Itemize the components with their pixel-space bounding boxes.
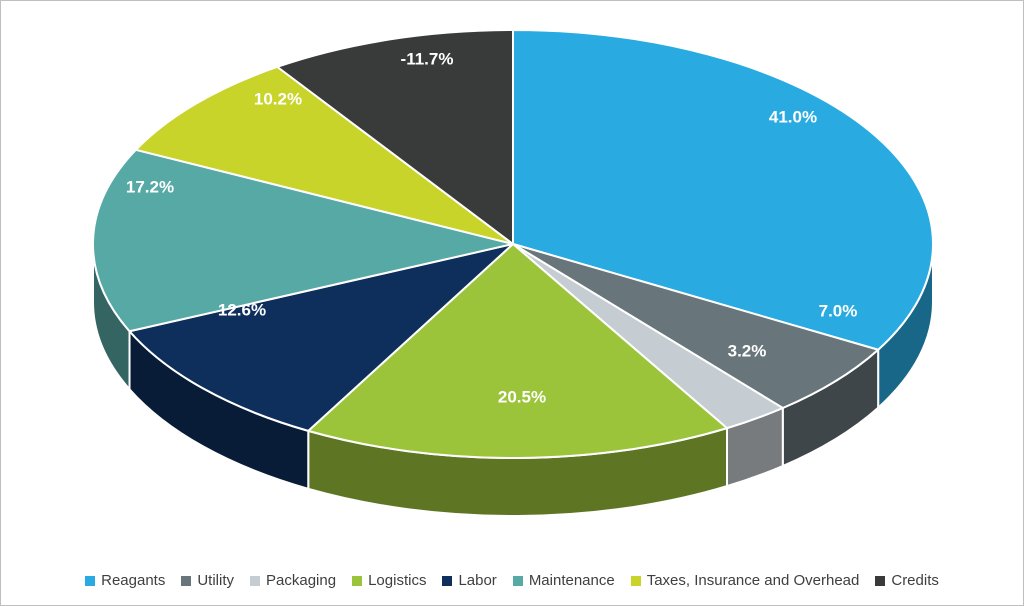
pie-slice-maintenance[interactable]: [92, 148, 514, 333]
legend-marker: [442, 575, 453, 586]
legend-label: Reagants: [101, 572, 166, 589]
slice-data-label: 12.6%: [218, 300, 266, 319]
pie-slice-logistics[interactable]: [307, 243, 728, 459]
legend-label: Labor: [458, 572, 497, 589]
legend-item-utility[interactable]: Utility: [181, 572, 234, 589]
pie-slice-credits[interactable]: [276, 29, 514, 245]
chart-legend: Reagants Utility Packaging Logistics Labor Ma…: [1, 572, 1023, 589]
slice-data-label: 3.2%: [728, 341, 767, 360]
legend-marker: [352, 575, 363, 586]
slice-data-label: 17.2%: [126, 177, 174, 196]
legend-label: Utility: [197, 572, 235, 589]
legend-label: Credits: [891, 572, 939, 589]
legend-item-reagants[interactable]: Reagants: [85, 572, 165, 589]
legend-item-labor[interactable]: Labor: [442, 572, 497, 589]
legend-item-credits[interactable]: Credits: [875, 572, 939, 589]
pie-slice-utility[interactable]: [512, 243, 880, 410]
legend-marker: [512, 575, 523, 586]
slice-data-label: 10.2%: [254, 89, 302, 108]
legend-item-packaging[interactable]: Packaging: [250, 572, 336, 589]
legend-item-logistics[interactable]: Logistics: [352, 572, 426, 589]
slice-data-label: -11.7%: [401, 49, 454, 68]
legend-label: Packaging: [266, 572, 337, 589]
legend-label: Logistics: [368, 572, 427, 589]
legend-item-maintenance[interactable]: Maintenance: [512, 572, 615, 589]
legend-label: Maintenance: [528, 572, 615, 589]
pie-slice-labor[interactable]: [128, 243, 514, 432]
slice-data-label: 20.5%: [498, 387, 546, 406]
legend-marker: [181, 575, 192, 586]
legend-label: Taxes, Insurance and Overhead: [646, 572, 860, 589]
slice-data-label: 7.0%: [819, 301, 858, 320]
legend-marker: [630, 575, 641, 586]
legend-marker: [875, 575, 886, 586]
legend-marker: [85, 575, 96, 586]
legend-marker: [250, 575, 261, 586]
slice-data-label: 41.0%: [769, 107, 817, 126]
pie-slice-reagants[interactable]: [512, 29, 934, 351]
legend-item-taxes-insurance-and-overhead[interactable]: Taxes, Insurance and Overhead: [630, 572, 860, 589]
pie-slice-taxes-insurance-and-overhead[interactable]: [134, 65, 514, 245]
